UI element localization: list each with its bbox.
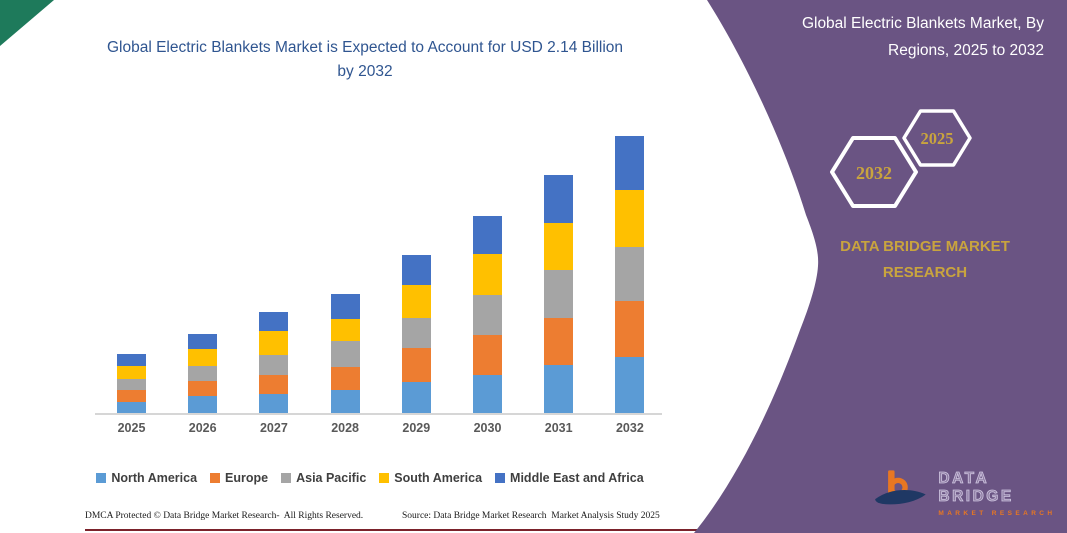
- footer-source-text: Source: Data Bridge Market Research Mark…: [402, 511, 660, 521]
- legend-swatch: [495, 473, 506, 483]
- bar-segment: [259, 331, 289, 355]
- bar-segment: [401, 254, 431, 285]
- hexagon-2025: [902, 109, 972, 167]
- bar-segment: [188, 381, 218, 397]
- bar-segment: [330, 293, 360, 319]
- bar-segment: [473, 254, 502, 295]
- legend-label: Asia Pacific: [296, 471, 367, 485]
- x-tick-label: 2030: [473, 421, 502, 435]
- hexagon-2025-label: 2025: [921, 129, 954, 148]
- bar-segment: [401, 317, 431, 348]
- legend-label: South America: [394, 471, 483, 485]
- bar-segment: [544, 270, 574, 318]
- hexagon-2032-label: 2032: [856, 163, 892, 183]
- bar-segment: [117, 365, 146, 379]
- x-tick-label: 2027: [259, 421, 288, 435]
- bar-segment: [188, 333, 218, 349]
- legend-item: Europe: [210, 471, 268, 485]
- legend-label: Europe: [225, 471, 269, 485]
- bar-segment: [473, 294, 502, 336]
- bar-segment: [615, 136, 645, 190]
- logo-text-column: DATA BRIDGE MARKET RESEARCH: [938, 470, 1067, 517]
- dbmr-logo: DATA BRIDGE MARKET RESEARCH: [874, 458, 1067, 518]
- legend-item: South America: [379, 471, 482, 485]
- hexagon-badges: 2032 2025: [830, 109, 972, 208]
- legend-swatch: [379, 473, 390, 483]
- bar-segment: [330, 318, 360, 342]
- bar-segment: [473, 335, 502, 375]
- dbmr-logo-icon: [875, 470, 926, 505]
- bar-segment: [615, 247, 645, 302]
- bar-segment: [259, 312, 289, 332]
- bar-segment: [615, 357, 645, 413]
- legend-item: Asia Pacific: [281, 471, 366, 485]
- bar-segment: [117, 402, 146, 413]
- x-axis-line: [95, 413, 662, 415]
- bar-segment: [330, 389, 360, 413]
- chart-title-wrap: Global Electric Blankets Market is Expec…: [20, 36, 710, 84]
- bar-segment: [117, 389, 146, 402]
- logo-tagline-text: MARKET RESEARCH: [938, 510, 1056, 517]
- chart-title: Global Electric Blankets Market is Expec…: [106, 39, 624, 81]
- bar-segment: [188, 348, 218, 366]
- legend-label: Middle East and Africa: [510, 471, 644, 485]
- x-tick-label: 2028: [331, 421, 359, 435]
- bar-segment: [544, 175, 574, 223]
- purple-panel-path: [694, 0, 1067, 533]
- panel-title: Global Electric Blankets Market, By Regi…: [801, 15, 1044, 60]
- bar-segment: [401, 347, 431, 383]
- bar-segment: [473, 374, 502, 413]
- x-tick-label: 2031: [544, 421, 573, 435]
- legend-swatch: [96, 473, 107, 483]
- footer-divider-rule: [85, 529, 697, 531]
- legend-swatch: [210, 473, 221, 483]
- logo-swoosh: [875, 490, 926, 505]
- hexagon-2032: [830, 136, 918, 208]
- bar-segment: [259, 393, 289, 413]
- x-tick-label: 2025: [117, 421, 146, 435]
- bar-segment: [401, 382, 431, 413]
- legend: North America Europe Asia Pacific South Ame…: [20, 471, 720, 485]
- bar-segment: [401, 284, 431, 318]
- x-tick-label: 2032: [615, 421, 644, 435]
- legend-swatch: [281, 473, 292, 483]
- bar-segment: [473, 215, 502, 255]
- bar-segment: [259, 354, 289, 375]
- x-tick-label: 2026: [188, 421, 217, 435]
- corner-accent-triangle: [0, 0, 54, 46]
- brand-wordmark-line1: DATA BRIDGE MARKET: [840, 238, 1010, 255]
- bar-segment: [330, 341, 360, 367]
- legend-label: North America: [111, 471, 198, 485]
- x-tick-label: 2029: [402, 421, 431, 435]
- legend-item: Middle East and Africa: [495, 471, 644, 485]
- legend-item: North America: [96, 471, 197, 485]
- brand-wordmark-line2: RESEARCH: [882, 263, 968, 281]
- bar-segment: [188, 365, 218, 382]
- logo-name-text: DATA BRIDGE: [938, 470, 1014, 506]
- bar-segment: [615, 189, 645, 248]
- bar-segment: [117, 353, 146, 366]
- bar-segment: [544, 365, 574, 413]
- bar-segment: [615, 301, 645, 358]
- plot-area: 2025 2026 2027 2028 2029 2030 2031 2032: [95, 136, 662, 435]
- brand-wordmark: DATA BRIDGE MARKET RESEARCH: [775, 234, 1067, 285]
- bar-segment: [544, 317, 574, 366]
- bar-segment: [330, 366, 360, 390]
- bar-segment: [188, 396, 218, 413]
- footer-dmca-text: DMCA Protected © Data Bridge Market Rese…: [85, 511, 364, 521]
- bar-segment: [259, 374, 289, 394]
- bar-segment: [544, 222, 574, 271]
- bar-segment: [117, 378, 146, 390]
